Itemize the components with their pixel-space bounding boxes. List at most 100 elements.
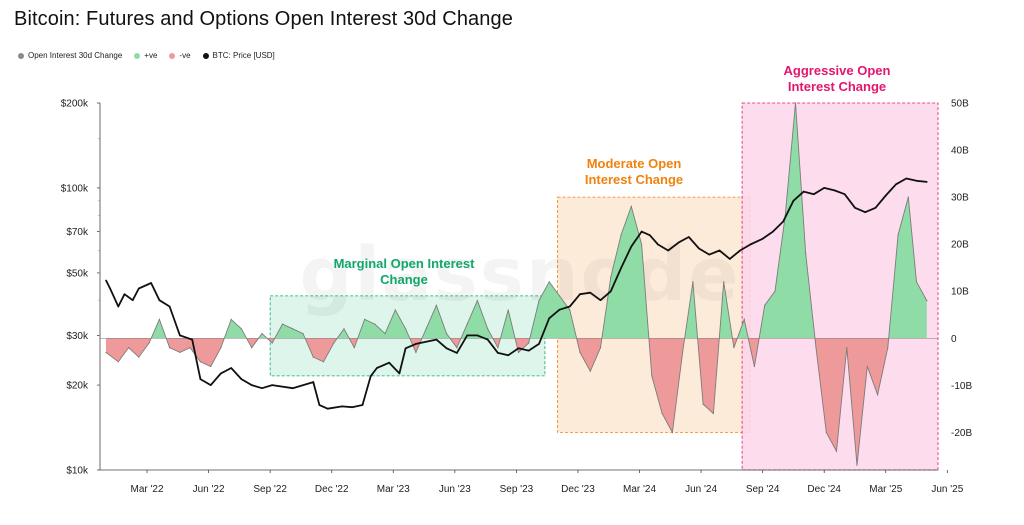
oi-point-3 <box>138 356 140 358</box>
oi-point-50 <box>620 234 622 236</box>
oi-point-60 <box>723 281 725 283</box>
legend-label-oi-change: Open Interest 30d Change <box>28 51 123 60</box>
btc-price-point-40 <box>517 347 520 350</box>
y-right-tick-label-6: -10B <box>951 381 972 392</box>
btc-price-point-46 <box>579 293 581 296</box>
oi-point-52 <box>641 243 643 245</box>
btc-price-point-3 <box>123 293 126 296</box>
btc-price-point-9 <box>179 334 181 337</box>
btc-price-point-23 <box>341 405 343 408</box>
oi-change-area <box>100 102 938 466</box>
legend-label-negative: -ve <box>179 51 191 60</box>
btc-price-point-69 <box>813 193 815 195</box>
x-tick-label-13: Jun '25 <box>931 484 963 495</box>
btc-price-point-4 <box>131 299 134 302</box>
y-left-tick-label-5: $20k <box>66 381 89 392</box>
y-right-tick-label-4: 10B <box>951 287 969 298</box>
oi-point-69 <box>815 347 817 349</box>
oi-point-67 <box>794 102 797 104</box>
oi-point-64 <box>764 304 766 306</box>
btc-price-point-55 <box>667 249 669 252</box>
oi-point-15 <box>261 333 263 335</box>
btc-price-point-41 <box>527 349 530 352</box>
zone-label-0-line-0: Marginal Open Interest <box>334 256 476 271</box>
legend-swatch-btc-price <box>202 52 209 59</box>
oi-point-45 <box>569 309 571 311</box>
x-tick-label-1: Jun '22 <box>193 484 225 495</box>
btc-price-point-53 <box>649 234 651 236</box>
btc-price-point-7 <box>158 299 161 302</box>
btc-price-point-73 <box>854 207 856 209</box>
oi-negative-fill <box>106 338 927 466</box>
oi-point-80 <box>926 300 928 302</box>
btc-price-point-28 <box>388 361 391 364</box>
btc-price-point-43 <box>548 317 550 320</box>
btc-price-point-14 <box>230 367 232 369</box>
oi-point-33 <box>446 333 448 335</box>
btc-price-point-57 <box>688 236 690 238</box>
btc-price-point-0 <box>105 279 107 282</box>
chart-title: Bitcoin: Futures and Options Open Intere… <box>14 8 513 30</box>
zone-label-1-line-0: Moderate Open <box>587 156 682 171</box>
btc-price-point-5 <box>138 287 140 290</box>
oi-point-32 <box>435 304 437 306</box>
legend-item-oi-change[interactable]: Open Interest 30d Change <box>18 51 122 60</box>
legend-item-btc-price[interactable]: BTC: Price [USD] <box>202 51 275 60</box>
btc-price-point-66 <box>782 220 784 223</box>
oi-point-42 <box>538 300 540 302</box>
y-left-tick-label-2: $70k <box>66 227 89 238</box>
chart-axes: $200k $100k $70k $50k $30k $20k $10k 50B 40B 30B 2… <box>61 99 973 496</box>
oi-point-19 <box>302 333 304 335</box>
legend-item-positive[interactable]: +ve <box>134 51 157 60</box>
oi-point-57 <box>692 281 694 283</box>
btc-price-point-1 <box>109 287 111 290</box>
btc-price-point-76 <box>885 194 887 197</box>
oi-point-61 <box>733 347 735 349</box>
btc-price-point-6 <box>150 282 152 284</box>
btc-price-point-21 <box>318 404 321 406</box>
zone-label-2-line-0: Aggressive Open <box>784 63 891 78</box>
oi-point-78 <box>907 196 909 198</box>
btc-price-point-8 <box>168 305 171 308</box>
legend-label-positive: +ve <box>144 51 158 60</box>
oi-point-26 <box>374 323 376 325</box>
btc-price-layer <box>105 177 928 410</box>
btc-price-point-67 <box>792 200 795 202</box>
oi-point-56 <box>682 351 684 353</box>
btc-price-point-72 <box>843 193 846 195</box>
oi-point-27 <box>384 333 386 335</box>
oi-point-73 <box>856 464 858 466</box>
y-right-tick-label-3: 20B <box>951 240 969 251</box>
btc-price-point-58 <box>698 247 700 250</box>
btc-price-point-15 <box>240 378 243 380</box>
oi-point-39 <box>507 309 509 311</box>
btc-price-point-80 <box>926 181 928 183</box>
oi-point-10 <box>210 365 212 368</box>
y-right-tick-label-0: 50B <box>951 99 969 110</box>
oi-point-71 <box>835 450 838 452</box>
legend-swatch-oi-change <box>18 52 24 59</box>
oi-point-0 <box>105 351 107 353</box>
btc-price-point-25 <box>361 404 364 406</box>
oi-point-75 <box>877 394 879 396</box>
oi-point-22 <box>333 342 335 344</box>
legend-item-negative[interactable]: -ve <box>169 51 191 60</box>
btc-price-point-49 <box>610 290 612 293</box>
btc-price-point-37 <box>486 338 489 341</box>
oi-point-47 <box>589 370 591 372</box>
oi-point-38 <box>497 347 499 349</box>
oi-point-44 <box>558 295 561 297</box>
btc-price-point-35 <box>466 334 469 337</box>
btc-price-point-36 <box>476 334 479 337</box>
x-tick-label-4: Mar '23 <box>377 484 410 495</box>
btc-price-point-79 <box>915 180 918 182</box>
btc-price-point-17 <box>261 387 263 390</box>
oi-point-14 <box>251 347 253 349</box>
x-tick-label-9: Jun '24 <box>685 484 717 495</box>
btc-price-point-71 <box>833 189 836 192</box>
x-tick-label-12: Mar '25 <box>869 484 902 495</box>
y-left-tick-label-1: $100k <box>61 183 89 194</box>
btc-price-point-16 <box>250 384 253 386</box>
